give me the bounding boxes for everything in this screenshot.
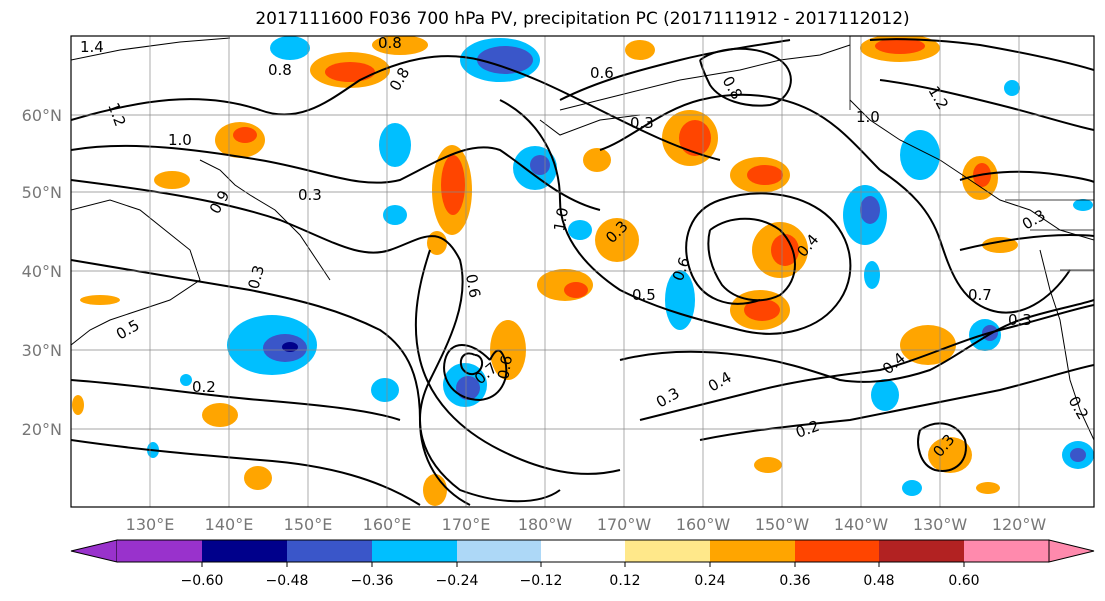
lat-label: 30°N	[22, 341, 62, 360]
colorbar-segment	[541, 540, 625, 562]
contour-label: 0.2	[192, 378, 216, 396]
colorbar-tick-label: −0.60	[181, 573, 224, 589]
lat-label: 40°N	[22, 262, 62, 281]
longitude-labels: 130°E 140°E 150°E 160°E 170°E 180°W 170°…	[126, 515, 1047, 534]
lon-label: 150°W	[755, 515, 810, 534]
map-border	[70, 35, 1095, 508]
colorbar-tick-label: 0.36	[779, 573, 810, 589]
lon-label: 120°W	[992, 515, 1047, 534]
colorbar-segment	[795, 540, 879, 562]
contour-label: 1.0	[856, 108, 880, 126]
lon-label: 150°E	[284, 515, 333, 534]
lon-label: 160°E	[363, 515, 412, 534]
contour-label: 1.0	[168, 131, 192, 149]
contour-label: 0.3	[1008, 311, 1032, 329]
lon-label: 170°W	[597, 515, 652, 534]
lon-label: 130°W	[913, 515, 968, 534]
colorbar-tick-label: −0.36	[351, 573, 394, 589]
colorbar-tick-label: −0.12	[520, 573, 563, 589]
contour-label: 0.3	[630, 114, 654, 132]
contour-label: 1.4	[80, 38, 104, 56]
contour-label: 0.8	[378, 34, 402, 52]
lon-label: 180°W	[518, 515, 573, 534]
lon-label: 130°E	[126, 515, 175, 534]
colorbar-tick-label: 0.24	[694, 573, 725, 589]
colorbar-segment	[879, 540, 964, 562]
map-title: 2017111600 F036 700 hPa PV, precipitatio…	[255, 9, 910, 29]
colorbar-max-extension	[1048, 539, 1095, 563]
colorbar-segment	[457, 540, 541, 562]
colorbar-segment	[117, 540, 202, 562]
colorbar-tick-label: 0.60	[948, 573, 979, 589]
lon-label: 160°W	[676, 515, 731, 534]
colorbar-tick-label: 0.12	[609, 573, 640, 589]
graticule	[71, 36, 1094, 507]
lon-label: 140°W	[834, 515, 889, 534]
contour-label: 0.6	[494, 354, 516, 381]
colorbar: −0.60 −0.48 −0.36 −0.24 −0.12 0.12 0.24 …	[70, 539, 1095, 589]
lon-label: 140°E	[205, 515, 254, 534]
contour-label: 0.6	[590, 64, 614, 82]
contour-label: 1.0	[550, 206, 572, 233]
contour-label: 0.6	[462, 273, 484, 300]
colorbar-segment	[964, 540, 1049, 562]
contour-label: 0.5	[632, 286, 656, 304]
colorbar-tick-label: −0.48	[266, 573, 309, 589]
contour-label: 0.3	[244, 263, 268, 291]
contour-label: 0.3	[298, 186, 322, 204]
lat-label: 60°N	[22, 106, 62, 125]
colorbar-segment	[710, 540, 795, 562]
contour-label: 0.7	[968, 286, 992, 304]
contour-label: 0.8	[268, 61, 292, 79]
colorbar-segment	[202, 540, 287, 562]
latitude-labels: 60°N 50°N 40°N 30°N 20°N	[22, 106, 62, 439]
lat-label: 20°N	[22, 420, 62, 439]
borders	[849, 36, 1094, 271]
colorbar-tick-label: −0.24	[436, 573, 479, 589]
lat-label: 50°N	[22, 183, 62, 202]
colorbar-tick-label: 0.48	[863, 573, 894, 589]
colorbar-segment	[372, 540, 457, 562]
colorbar-min-extension	[70, 539, 118, 563]
colorbar-segment	[287, 540, 372, 562]
precipitation-shading	[72, 36, 1094, 506]
lon-label: 170°E	[442, 515, 491, 534]
colorbar-segment	[625, 540, 710, 562]
